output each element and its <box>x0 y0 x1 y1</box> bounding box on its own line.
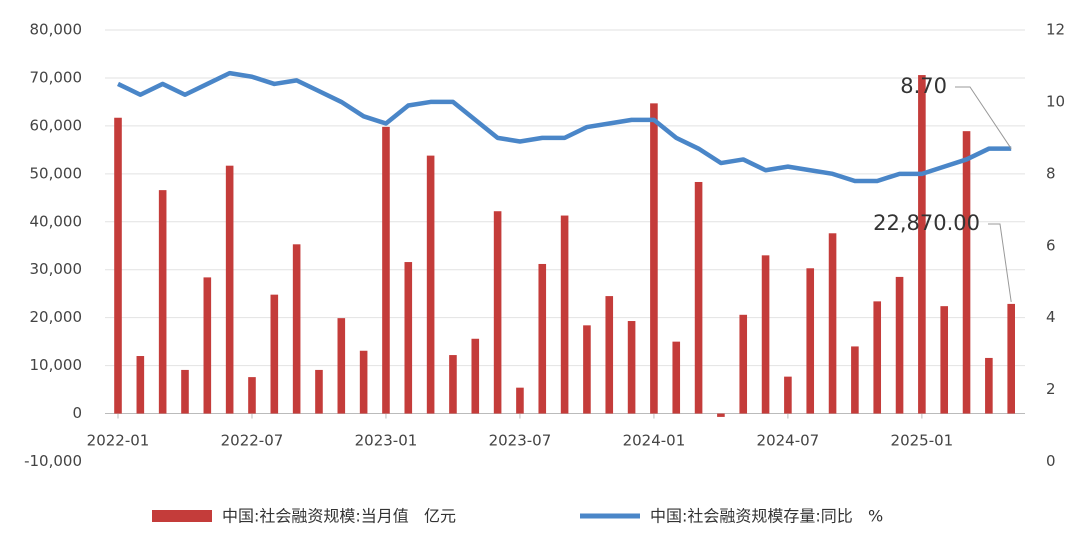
bar <box>605 296 614 414</box>
bar <box>985 357 993 414</box>
y2-tick-label: 6 <box>1046 236 1056 254</box>
x-tick-label: 2023-01 <box>355 432 418 450</box>
y-tick-label: 30,000 <box>30 260 83 278</box>
y2-tick-label: 4 <box>1046 308 1056 326</box>
y-tick-label: 0 <box>72 404 82 422</box>
x-tick-label: 2024-07 <box>757 432 820 450</box>
bar <box>873 301 882 414</box>
bar <box>806 268 815 414</box>
y-tick-label: 20,000 <box>30 308 83 326</box>
y-tick-label: 60,000 <box>30 116 83 134</box>
x-tick-label: 2023-07 <box>489 432 552 450</box>
bar <box>650 103 658 414</box>
bar <box>225 165 234 414</box>
value-label: 8.70 <box>900 74 947 98</box>
bar <box>382 126 390 414</box>
bar <box>940 306 949 414</box>
bar <box>136 356 145 414</box>
bar <box>359 350 368 414</box>
bar <box>895 276 904 414</box>
y-tick-label: 70,000 <box>30 68 83 86</box>
x-tick-label: 2022-01 <box>87 432 150 450</box>
bar <box>672 341 681 414</box>
legend-label: 中国:社会融资规模:当月值 亿元 <box>222 507 456 526</box>
bar <box>337 318 346 414</box>
bar <box>181 369 189 414</box>
bar <box>717 413 725 417</box>
legend-label: 中国:社会融资规模存量:同比 % <box>650 507 883 526</box>
bar <box>292 244 301 414</box>
x-tick-label: 2022-07 <box>221 432 284 450</box>
y2-tick-label: 2 <box>1046 380 1056 398</box>
bar <box>516 387 524 414</box>
bar <box>560 215 569 414</box>
leader-line <box>988 223 1012 302</box>
y2-tick-label: 0 <box>1046 452 1056 470</box>
bar <box>493 211 502 414</box>
bar <box>851 346 859 414</box>
bar <box>828 233 837 414</box>
y2-tick-label: 10 <box>1046 92 1065 110</box>
bar <box>761 255 770 414</box>
line <box>117 70 1012 184</box>
bar <box>583 325 591 414</box>
bar <box>739 314 748 414</box>
bar <box>315 369 323 414</box>
x-tick-label: 2025-01 <box>891 432 954 450</box>
bar <box>918 75 926 414</box>
y-tick-label: 10,000 <box>30 356 83 374</box>
bar <box>627 321 636 414</box>
y-tick-label: 50,000 <box>30 164 83 182</box>
bar <box>538 263 547 414</box>
legend-swatch <box>152 510 212 522</box>
y-tick-label: 40,000 <box>30 212 83 230</box>
y-tick-label: 80,000 <box>30 21 83 39</box>
y2-tick-label: 12 <box>1046 21 1065 39</box>
x-tick-label: 2024-01 <box>623 432 686 450</box>
bar <box>449 355 457 414</box>
value-label: 22,870.00 <box>873 211 980 235</box>
bar <box>270 294 279 414</box>
bar <box>404 262 413 414</box>
bar <box>784 376 792 414</box>
bar <box>158 190 167 414</box>
bar <box>962 131 971 414</box>
bar <box>471 338 480 414</box>
bar <box>203 277 212 414</box>
y2-tick-label: 8 <box>1046 164 1056 182</box>
leader-line <box>955 86 1012 149</box>
bar <box>1007 303 1015 414</box>
bar <box>426 155 435 414</box>
y-tick-label: -10,000 <box>24 452 82 470</box>
bar <box>694 181 703 414</box>
bar <box>114 117 122 414</box>
bar <box>248 377 256 414</box>
